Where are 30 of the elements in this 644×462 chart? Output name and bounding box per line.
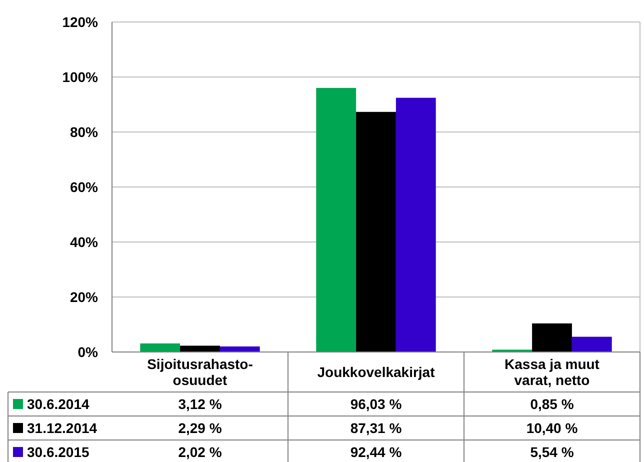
- y-tick-label: 100%: [62, 68, 99, 85]
- data-label: 2,02 %: [178, 444, 222, 460]
- y-tick-label: 40%: [70, 234, 99, 250]
- bar: [180, 346, 220, 352]
- y-tick-label: 20%: [70, 288, 99, 305]
- data-label: 92,44 %: [350, 444, 402, 460]
- data-label: 10,40 %: [526, 420, 578, 436]
- bar: [140, 343, 180, 352]
- y-tick-label: 120%: [62, 14, 99, 30]
- bar: [532, 323, 572, 352]
- legend-label: 31.12.2014: [27, 420, 98, 436]
- data-label: 2,29 %: [178, 420, 222, 436]
- y-tick-label: 0%: [78, 344, 99, 360]
- y-tick-label: 80%: [70, 124, 99, 140]
- x-tick-label: Kassa ja muut varat, netto: [504, 356, 600, 388]
- data-label: 3,12 %: [178, 396, 222, 412]
- bar: [220, 346, 260, 352]
- data-label: 87,31 %: [350, 420, 402, 436]
- data-label: 0,85 %: [530, 396, 574, 412]
- legend-label: 30.6.2015: [27, 444, 90, 460]
- x-tick-label: Joukkovelkakirjat: [317, 364, 436, 380]
- bar: [356, 112, 396, 352]
- data-label: 96,03 %: [350, 396, 402, 412]
- data-label: 5,54 %: [530, 444, 574, 460]
- legend-label: 30.6.2014: [27, 396, 90, 412]
- x-tick-label: Sijoitusrahasto- osuudet: [147, 356, 254, 388]
- y-tick-label: 60%: [70, 178, 99, 195]
- bar: [572, 336, 612, 352]
- bar: [396, 98, 436, 352]
- bar: [316, 88, 356, 352]
